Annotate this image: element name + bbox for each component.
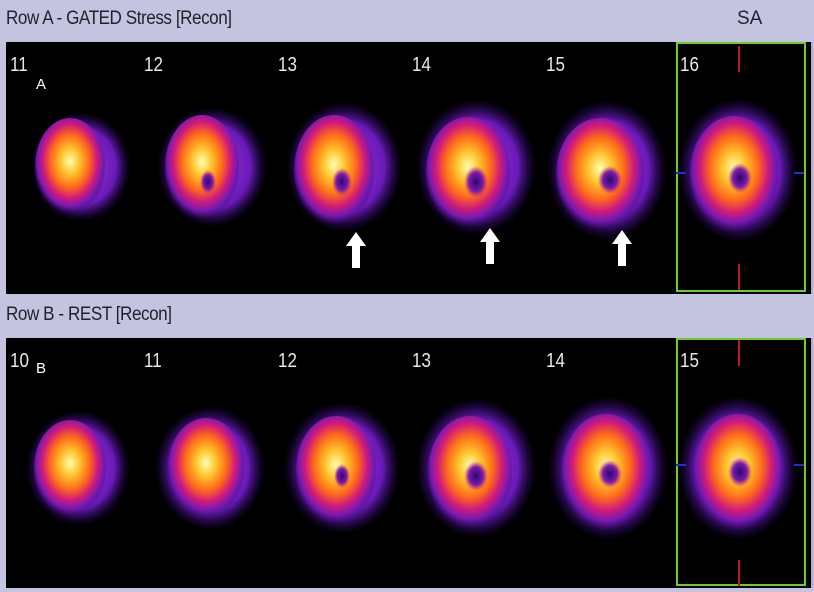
row-a-slice-6-number: 16 xyxy=(680,54,699,76)
row-b-slice-3-image xyxy=(284,402,400,534)
row-b-slice-1-number: 10 xyxy=(10,350,29,372)
row-a-slice-6-image xyxy=(678,98,798,242)
row-a-slice-2-image xyxy=(157,107,267,227)
row-a-slice-3-image xyxy=(286,102,402,232)
row-b-axis-marker-top xyxy=(738,340,740,366)
row-a-slice-3[interactable]: 13 xyxy=(274,42,408,294)
row-a-slice-4[interactable]: 14 xyxy=(408,42,542,294)
row-a-panel-letter: A xyxy=(36,76,47,93)
row-a-slice-1-number: 11 xyxy=(10,54,28,76)
up-arrow-icon xyxy=(612,230,632,266)
row-a-axis-marker-bottom xyxy=(738,264,740,290)
row-b-slice-5-image xyxy=(548,396,668,540)
row-a-axis-marker-left xyxy=(676,172,686,174)
row-a-slice-1-image xyxy=(31,112,131,222)
up-arrow-icon xyxy=(480,228,500,264)
row-b-slice-6-number: 15 xyxy=(680,350,699,372)
row-a-slice-4-image xyxy=(416,99,536,235)
row-a-title: Row A - GATED Stress [Recon] xyxy=(6,8,232,29)
row-b-selected-frame xyxy=(676,338,806,586)
row-a-selected-frame xyxy=(676,42,806,292)
row-a-header: Row A - GATED Stress [Recon] SA xyxy=(0,0,814,40)
row-a-slice-1[interactable]: 11 A xyxy=(6,42,140,294)
row-a-image-strip: 11 A 12 13 14 xyxy=(6,42,813,294)
row-b-slice-2-number: 11 xyxy=(144,350,162,372)
row-a-slice-2[interactable]: 12 xyxy=(140,42,274,294)
row-a-slice-5-image xyxy=(547,100,667,240)
row-b-axis-marker-bottom xyxy=(738,560,740,586)
row-a-axis-marker-right xyxy=(794,172,804,174)
row-b-slice-3-number: 12 xyxy=(278,350,297,372)
row-b-axis-marker-left xyxy=(676,464,686,466)
row-a-slice-2-number: 12 xyxy=(144,54,163,76)
row-a-slice-5[interactable]: 15 xyxy=(542,42,676,294)
row-a-slice-5-number: 15 xyxy=(546,54,565,76)
view-label: SA xyxy=(737,8,763,29)
row-b-panel-letter: B xyxy=(36,360,47,377)
row-b-slice-6[interactable]: 15 xyxy=(676,338,810,588)
row-a-axis-marker-top xyxy=(738,46,740,72)
row-b-title: Row B - REST [Recon] xyxy=(6,304,172,325)
row-b-slice-1[interactable]: 10 B xyxy=(6,338,140,588)
row-b-header: Row B - REST [Recon] xyxy=(0,296,814,338)
row-b-axis-marker-right xyxy=(794,464,804,466)
row-b-slice-2-image xyxy=(155,406,265,530)
row-b-image-strip: 10 B 11 12 13 14 xyxy=(6,338,813,588)
row-a-slice-3-number: 13 xyxy=(278,54,297,76)
row-b-slice-5-number: 14 xyxy=(546,350,565,372)
row-b-slice-4-image xyxy=(416,398,536,538)
row-b-slice-4-number: 13 xyxy=(412,350,431,372)
row-b-slice-3[interactable]: 12 xyxy=(274,338,408,588)
row-b-slice-6-image xyxy=(678,396,798,540)
row-a-slice-4-number: 14 xyxy=(412,54,431,76)
row-b-slice-2[interactable]: 11 xyxy=(140,338,274,588)
row-b-slice-1-image xyxy=(26,410,130,526)
row-a-slice-6[interactable]: 16 xyxy=(676,42,810,294)
row-b-slice-4[interactable]: 13 xyxy=(408,338,542,588)
up-arrow-icon xyxy=(346,232,366,268)
row-b-slice-5[interactable]: 14 xyxy=(542,338,676,588)
